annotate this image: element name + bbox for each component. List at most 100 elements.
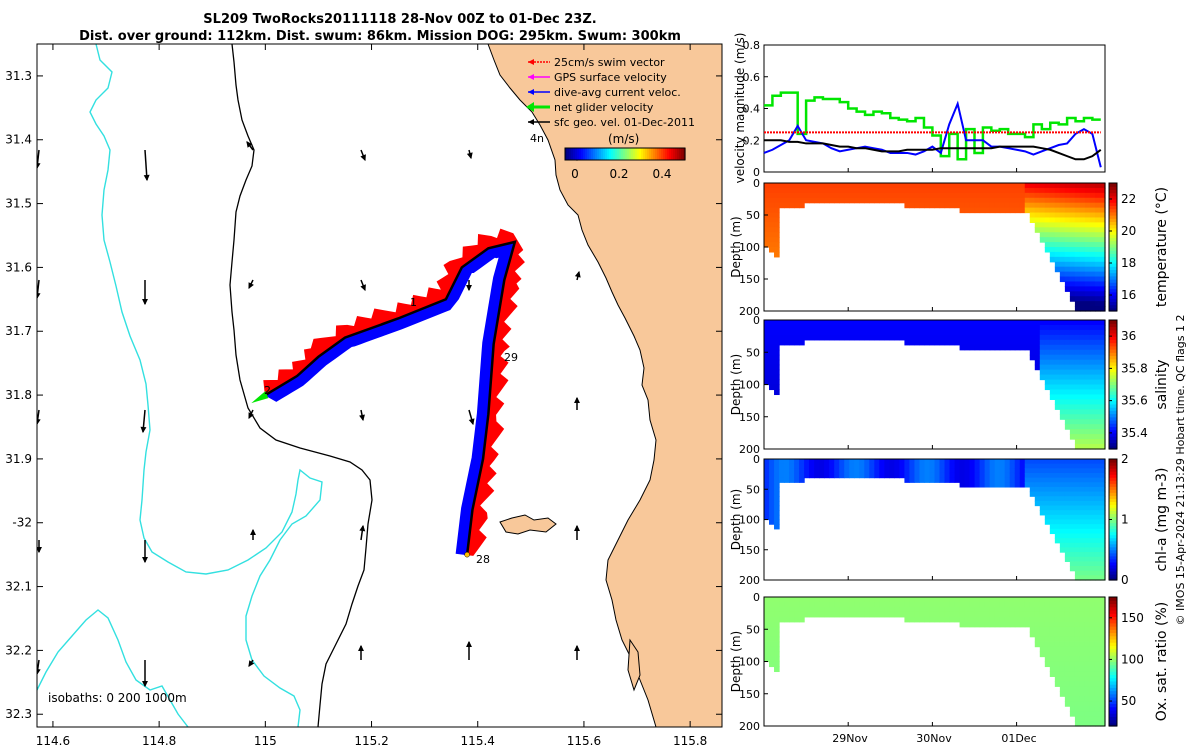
profile-cell [1054,616,1061,623]
profile-cell [1044,519,1051,525]
profile-cell [889,472,895,479]
profile-cell [999,187,1006,194]
profile-cell [1044,212,1051,219]
profile-cell [799,606,805,613]
profile-cell [1049,247,1056,253]
profile-cell [1024,597,1031,603]
profile-cell [814,329,820,336]
velocity-series-line [764,139,1102,161]
profile-cell [959,320,966,326]
profile-cell [859,329,865,336]
profile-cell [769,334,775,341]
profile-cell [1084,339,1091,346]
profile-cell [944,320,951,326]
profile-cell [854,459,860,465]
colorbar-segment [671,148,674,160]
profile-cell [1044,364,1051,371]
profile-cell [1099,369,1106,376]
profile-cell [884,187,890,194]
profile-cell [1079,399,1086,405]
profile-cell [1069,500,1076,507]
profile-cell [919,611,926,618]
profile-cell [839,459,845,465]
profile-cell [1074,547,1081,553]
profile-cell [994,616,1001,623]
profile-cell [799,472,805,479]
profile-cell [999,334,1006,341]
profile-cell [1074,207,1081,214]
profile-cell [914,183,921,189]
profile-cell [1079,542,1086,549]
profile-cell [909,477,916,483]
profile-cell [949,339,956,346]
colorbar-label: Ox. sat. ratio (%) [1154,602,1170,721]
profile-cell [829,197,835,204]
profile-cell [1079,212,1086,219]
legend-item-swim: 25cm/s swim vector [528,56,665,69]
profile-cell [874,320,880,326]
colorbar-segment [1109,501,1117,505]
profile-cell [1064,691,1071,697]
profile-cell [899,192,906,199]
profile-cell [849,606,855,613]
colorbar-segment [1109,266,1117,270]
profile-cell [1049,344,1056,351]
profile-cell [774,636,780,643]
profile-cell [799,183,805,189]
profile-cell [1079,329,1086,336]
profile-cell [1084,379,1091,386]
profile-cell [1094,491,1101,497]
profile-cell [1084,646,1091,653]
profile-cell [1054,261,1061,268]
profile-cell [884,329,890,336]
profile-cell [924,477,931,483]
profile-cell [1054,505,1061,511]
profile-cell [1089,419,1096,425]
profile-cell [1069,566,1076,572]
colorbar-segment [611,148,614,160]
profile-cell [1089,510,1096,516]
profile-cell [914,202,921,209]
profile-cell [1044,510,1051,516]
profile-cell [854,611,860,618]
profile-cell [1029,472,1036,479]
profile-cell [1004,482,1011,488]
profile-cell [899,183,906,189]
profile-cell [909,320,916,326]
profile-cell [1039,510,1046,516]
profile-cell [849,334,855,341]
profile-cell [984,207,991,214]
profile-cell [819,597,825,603]
profile-cell [1034,207,1041,214]
profile-cell [1004,320,1011,326]
colorbar-segment [1109,332,1117,337]
profile-cell [769,202,775,209]
profile-cell [804,187,810,194]
profile-cell [769,227,775,233]
profile-cell [869,472,875,479]
profile-cell [1064,242,1071,248]
profile-cell [784,597,790,603]
profile-cell [1074,197,1081,204]
colorbar-segment [1109,696,1117,701]
profile-cell [1069,339,1076,346]
colorbar-units: (m/s) [608,132,639,146]
profile-cell [1089,651,1096,658]
profile-cell [1024,606,1031,613]
profile-cell [1014,606,1021,613]
profile-cell [1084,524,1091,530]
profile-cell [1089,359,1096,366]
profile-cell [1069,429,1076,435]
profile-cell [1094,597,1101,603]
profile-cell [1079,666,1086,673]
profile-cell [854,601,860,608]
profile-cell [1099,472,1106,479]
profile-cell [1044,514,1051,521]
profile-cell [934,183,941,189]
profile-cell [1054,482,1061,488]
profile-cell [869,468,875,474]
profile-cell [1079,538,1086,544]
profile-cell [1059,394,1066,400]
profile-cell [1059,611,1066,618]
profile-cell [879,601,885,608]
